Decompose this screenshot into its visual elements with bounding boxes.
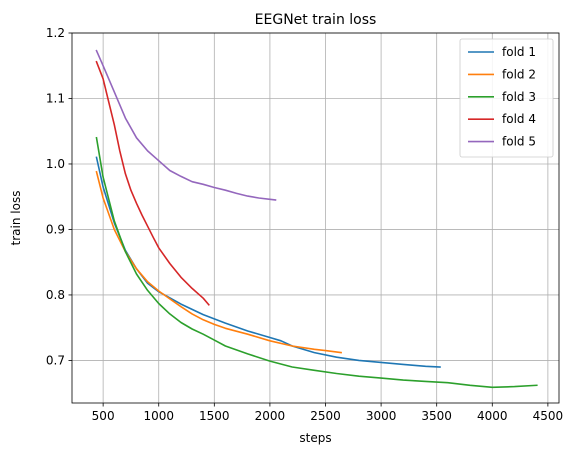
y-tick-label: 0.8 bbox=[46, 288, 65, 302]
plot-frame bbox=[71, 32, 560, 404]
legend-label-fold-4: fold 4 bbox=[502, 112, 536, 126]
series-line-fold-5 bbox=[95, 49, 277, 201]
x-tick-label: 3500 bbox=[421, 409, 452, 423]
y-tick-label: 1.1 bbox=[46, 91, 65, 105]
series-line-fold-1 bbox=[95, 156, 441, 368]
y-tick-label: 0.7 bbox=[46, 353, 65, 367]
chart-title: EEGNet train loss bbox=[255, 12, 377, 28]
x-axis-label: steps bbox=[299, 431, 331, 445]
series-line-fold-4 bbox=[95, 60, 210, 306]
y-tick-label: 1.2 bbox=[46, 26, 65, 40]
series-line-fold-3 bbox=[95, 136, 538, 389]
legend-label-fold-2: fold 2 bbox=[502, 67, 536, 81]
x-tick-label: 3000 bbox=[366, 409, 397, 423]
legend-label-fold-5: fold 5 bbox=[502, 135, 536, 149]
x-tick-label: 4500 bbox=[533, 409, 564, 423]
y-tick-label: 1.0 bbox=[46, 157, 65, 171]
y-axis-label: train loss bbox=[9, 191, 23, 246]
x-tick-label: 2000 bbox=[255, 409, 286, 423]
legend-label-fold-1: fold 1 bbox=[502, 45, 536, 59]
x-tick-label: 1500 bbox=[199, 409, 230, 423]
x-tick-label: 1000 bbox=[143, 409, 174, 423]
legend-label-fold-3: fold 3 bbox=[502, 90, 536, 104]
y-tick-label: 0.9 bbox=[46, 222, 65, 236]
x-tick-label: 500 bbox=[92, 409, 115, 423]
legend: fold 1 fold 2 fold 3 fold 4 fold 5 bbox=[459, 38, 554, 158]
x-tick-label: 4000 bbox=[477, 409, 508, 423]
x-tick-label: 2500 bbox=[310, 409, 341, 423]
legend-box bbox=[459, 38, 554, 158]
tick-layer: 500 1000 1500 2000 2500 3000 3500 4000 4500 0.7 0.… bbox=[46, 26, 563, 423]
series-layer bbox=[95, 49, 538, 389]
